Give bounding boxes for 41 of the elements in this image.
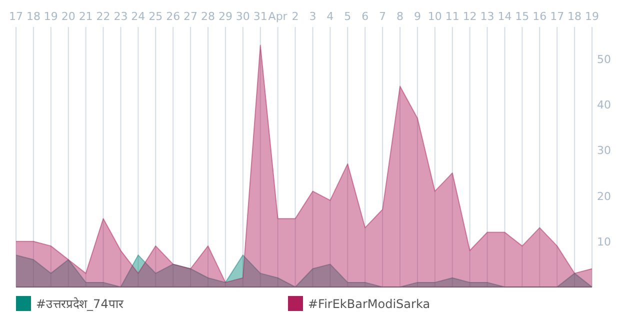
- x-tick-label: 24: [131, 10, 146, 23]
- x-tick-label: 27: [184, 10, 198, 23]
- legend-label: #FirEkBarModiSarka: [308, 297, 430, 311]
- x-tick-label: 19: [44, 10, 58, 23]
- x-tick-label: 3: [309, 10, 316, 23]
- x-tick-label: 14: [498, 10, 512, 23]
- x-tick-label: 15: [515, 10, 530, 23]
- x-tick-label: 8: [396, 10, 404, 23]
- x-tick-label: 10: [428, 10, 442, 23]
- x-tick-label: 22: [96, 10, 110, 23]
- x-tick-label: 25: [148, 10, 163, 23]
- x-tick-label: 31: [253, 10, 268, 23]
- x-tick-label: 17: [550, 10, 564, 23]
- x-tick-label: 18: [26, 10, 40, 23]
- x-tick-label: 17: [9, 10, 23, 23]
- x-tick-label: 5: [344, 10, 352, 23]
- x-tick-label: 21: [78, 10, 93, 23]
- x-tick-label: 12: [462, 10, 477, 23]
- y-tick-label: 10: [597, 235, 611, 248]
- x-tick-label: 2: [292, 10, 299, 23]
- x-tick-label: 26: [166, 10, 180, 23]
- x-tick-label: 16: [532, 10, 547, 23]
- x-tick-label: 11: [445, 10, 460, 23]
- y-tick-label: 50: [597, 52, 611, 66]
- x-tick-label: 13: [480, 10, 494, 23]
- x-tick-label: 4: [326, 10, 334, 23]
- y-tick-label: 20: [597, 190, 611, 203]
- x-tick-label: 20: [61, 10, 76, 23]
- x-tick-label: 9: [414, 10, 421, 23]
- x-tick-label: 6: [362, 10, 369, 23]
- x-tick-label: 29: [218, 10, 232, 23]
- x-tick-label: 19: [585, 10, 599, 23]
- y-tick-label: 30: [597, 144, 611, 158]
- x-tick-label: 30: [236, 10, 250, 23]
- x-tick-label: 18: [568, 10, 582, 23]
- y-tick-label: 40: [597, 98, 611, 112]
- x-tick-label: 7: [379, 10, 386, 23]
- x-tick-label: Apr: [268, 10, 288, 23]
- x-tick-label: 28: [201, 10, 215, 23]
- legend-label: #उत्तरप्रदेश_74पार: [36, 297, 124, 311]
- x-tick-label: 23: [114, 10, 128, 23]
